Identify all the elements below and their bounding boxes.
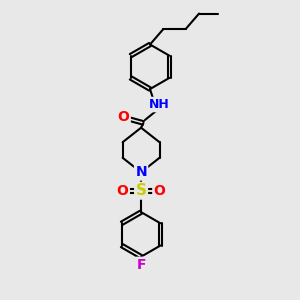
Text: N: N (135, 165, 147, 179)
Text: O: O (117, 184, 129, 198)
Text: O: O (118, 110, 130, 124)
Text: F: F (136, 258, 146, 272)
Text: O: O (154, 184, 165, 198)
Text: NH: NH (148, 98, 169, 111)
Text: S: S (136, 183, 147, 198)
